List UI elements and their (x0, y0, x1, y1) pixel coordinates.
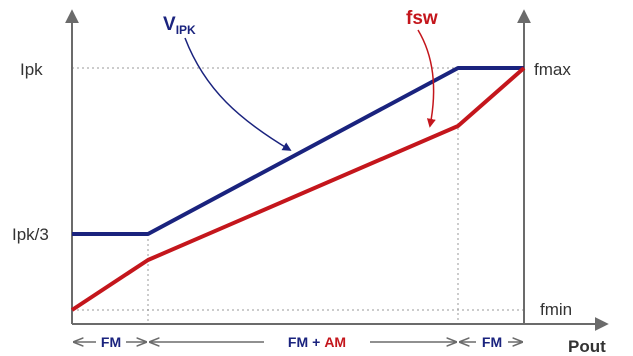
fmin-label: fmin (540, 300, 572, 319)
region-middle-am: AM (324, 334, 346, 350)
region-right-label: FM (482, 334, 502, 350)
region-middle-fm: FM (288, 334, 308, 350)
vipk-curve (72, 66, 524, 236)
vipk-label-main: V (163, 14, 176, 35)
pout-label: Pout (568, 337, 606, 356)
vipk-label: VIPK (163, 14, 196, 37)
fsw-label: fsw (406, 8, 438, 29)
ipk-third-label: Ipk/3 (12, 225, 49, 244)
fmax-label: fmax (534, 60, 571, 79)
fsw-curve (70, 66, 526, 312)
guide-lines (72, 67, 524, 322)
region-left-label: FM (101, 334, 121, 350)
ipk-label: Ipk (20, 60, 43, 79)
vipk-label-sub: IPK (176, 23, 196, 37)
vipk-callout-arrow (184, 37, 292, 151)
region-middle-plus: + (312, 334, 320, 350)
fsw-callout-arrow (417, 29, 436, 128)
region-middle-label: FM + AM (288, 334, 346, 350)
